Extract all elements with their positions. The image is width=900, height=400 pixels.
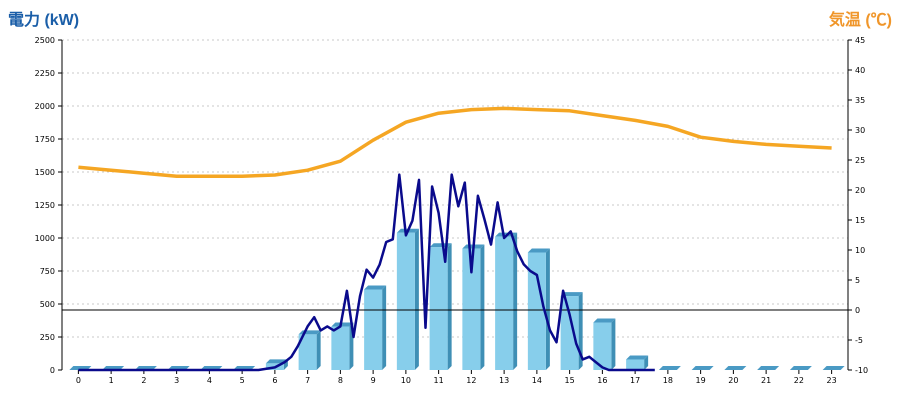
bar-top (593, 318, 616, 323)
left-tick-label: 2500 (35, 36, 55, 45)
power-bar (298, 334, 317, 370)
x-tick-label: 2 (141, 376, 146, 385)
bar-top (527, 248, 550, 253)
x-tick-label: 10 (401, 376, 411, 385)
bar-side (382, 285, 387, 370)
bar-top (626, 355, 649, 360)
bar-side (611, 318, 616, 370)
right-tick-label: 20 (855, 186, 865, 195)
bar-top (691, 366, 714, 370)
x-tick-label: 5 (240, 376, 245, 385)
x-tick-label: 17 (630, 376, 640, 385)
left-tick-label: 250 (40, 333, 55, 342)
right-tick-label: -10 (855, 366, 868, 375)
x-tick-label: 6 (272, 376, 277, 385)
right-tick-label: 15 (855, 216, 865, 225)
left-tick-label: 500 (40, 300, 55, 309)
x-tick-label: 20 (728, 376, 738, 385)
x-tick-label: 14 (532, 376, 542, 385)
power-bar (626, 359, 645, 370)
x-tick-label: 8 (338, 376, 343, 385)
power-bar (593, 322, 612, 370)
right-tick-label: 30 (855, 126, 865, 135)
bar-side (545, 248, 550, 370)
power-bar (331, 326, 350, 370)
right-tick-label: 25 (855, 156, 865, 165)
x-tick-label: 22 (794, 376, 804, 385)
bar-side (644, 355, 649, 370)
x-tick-label: 19 (696, 376, 706, 385)
x-tick-label: 23 (827, 376, 837, 385)
bar-top (658, 366, 681, 370)
x-tick-label: 21 (761, 376, 771, 385)
x-tick-label: 7 (305, 376, 310, 385)
bar-side (480, 244, 485, 370)
bar-side (316, 330, 321, 370)
bar-side (283, 359, 288, 370)
left-tick-label: 1000 (35, 234, 55, 243)
power-line (78, 173, 655, 372)
bar-top (331, 322, 354, 327)
x-tick-label: 1 (109, 376, 114, 385)
right-tick-label: -5 (855, 336, 863, 345)
x-tick-label: 0 (76, 376, 81, 385)
x-tick-label: 3 (174, 376, 179, 385)
x-tick-label: 4 (207, 376, 212, 385)
x-tick-label: 9 (371, 376, 376, 385)
power-bar (560, 296, 579, 370)
x-tick-label: 18 (663, 376, 673, 385)
x-tick-label: 13 (499, 376, 509, 385)
bar-top (822, 366, 845, 370)
power-bar (527, 252, 546, 370)
bar-top (560, 292, 583, 297)
left-tick-label: 1500 (35, 168, 55, 177)
left-tick-label: 750 (40, 267, 55, 276)
power-bar (396, 232, 415, 370)
x-tick-label: 16 (597, 376, 607, 385)
bar-top (364, 285, 387, 290)
right-tick-label: 45 (855, 36, 865, 45)
bar-side (414, 228, 419, 370)
power-bar (495, 236, 514, 370)
power-bar (429, 247, 448, 370)
bar-side (513, 232, 518, 370)
right-axis-label: 気温 (℃) (828, 12, 892, 29)
right-tick-label: 35 (855, 96, 865, 105)
right-tick-label: 0 (855, 306, 860, 315)
left-tick-label: 2250 (35, 69, 55, 78)
right-tick-label: 5 (855, 276, 860, 285)
right-tick-label: 40 (855, 66, 865, 75)
x-tick-label: 12 (466, 376, 476, 385)
left-tick-label: 0 (50, 366, 55, 375)
bar-side (447, 243, 452, 370)
left-tick-label: 2000 (35, 102, 55, 111)
left-tick-label: 1250 (35, 201, 55, 210)
left-axis-label: 電力 (kW) (8, 12, 80, 29)
bar-top (789, 366, 812, 370)
temperature-line (78, 106, 832, 178)
bar-top (724, 366, 747, 370)
left-tick-label: 1750 (35, 135, 55, 144)
x-tick-label: 15 (565, 376, 575, 385)
bar-top (757, 366, 780, 370)
power-bar (364, 289, 383, 370)
x-tick-label: 11 (434, 376, 444, 385)
power-bar (462, 248, 481, 370)
right-tick-label: 10 (855, 246, 865, 255)
